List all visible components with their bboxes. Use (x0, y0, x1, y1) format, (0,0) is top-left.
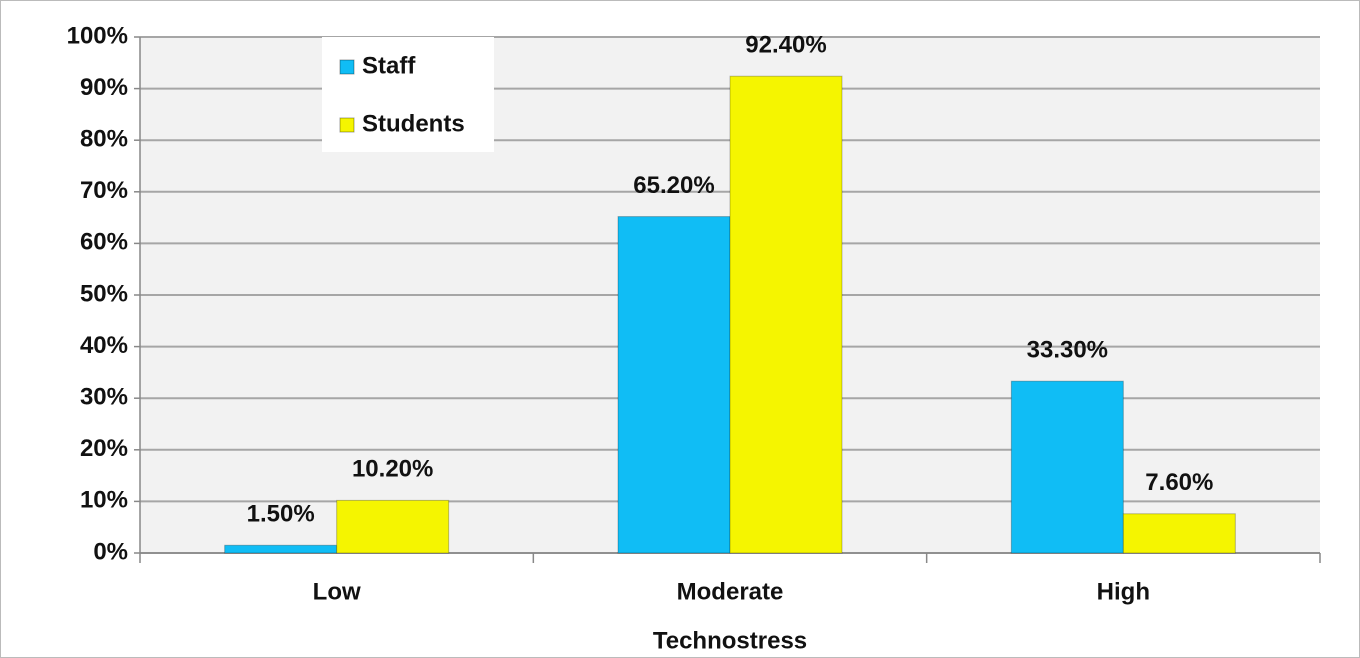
value-label: 1.50% (247, 501, 315, 528)
legend-swatch (339, 117, 355, 133)
x-tick-label: High (1097, 578, 1150, 605)
bar (336, 499, 450, 554)
y-tick-label: 30% (80, 384, 128, 411)
bar (729, 75, 843, 554)
bar (617, 216, 731, 554)
value-label: 33.30% (1027, 337, 1108, 364)
bar (1122, 513, 1236, 554)
x-tick-label: Moderate (677, 578, 784, 605)
bar (1010, 380, 1124, 554)
x-axis-title: Technostress (653, 627, 807, 654)
y-tick-label: 100% (67, 22, 128, 49)
y-tick-label: 90% (80, 74, 128, 101)
legend-label: Students (362, 110, 465, 137)
y-tick-label: 70% (80, 177, 128, 204)
legend-swatch (339, 59, 355, 75)
y-tick-label: 20% (80, 435, 128, 462)
bar (224, 544, 338, 554)
legend-box (322, 37, 494, 152)
y-tick-label: 80% (80, 126, 128, 153)
y-tick-label: 10% (80, 487, 128, 514)
value-label: 65.20% (633, 172, 714, 199)
legend-label: Staff (362, 52, 416, 79)
y-tick-label: 50% (80, 280, 128, 307)
y-tick-label: 0% (93, 538, 128, 565)
x-tick-label: Low (313, 578, 361, 605)
value-label: 10.20% (352, 456, 433, 483)
y-tick-label: 40% (80, 332, 128, 359)
y-tick-label: 60% (80, 229, 128, 256)
value-label: 92.40% (745, 32, 826, 59)
value-label: 7.60% (1145, 469, 1213, 496)
